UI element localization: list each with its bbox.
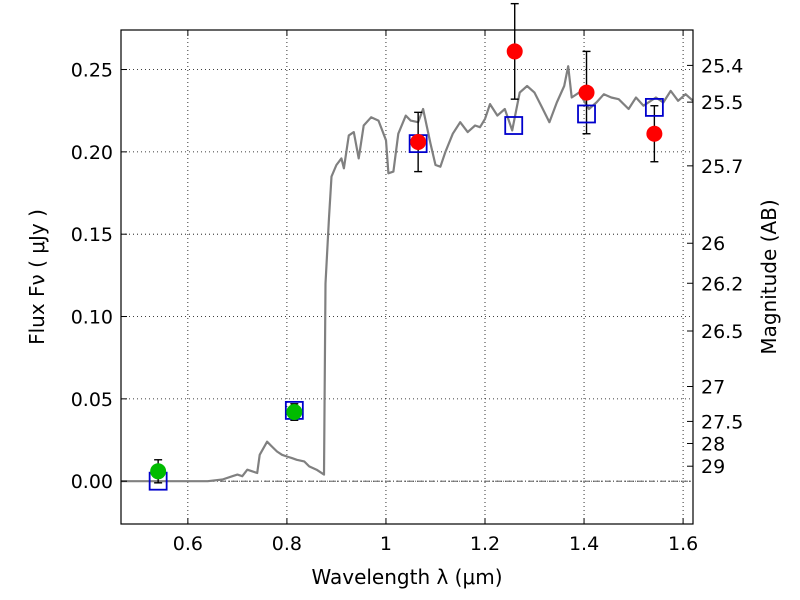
observed-point	[410, 133, 427, 150]
y-tick-label: 0.00	[71, 471, 113, 493]
model-photometry-square	[504, 116, 524, 135]
y-axis-label: Flux Fν ( μJy )	[25, 209, 49, 345]
magnitude-tick-label: 25.7	[701, 156, 743, 178]
x-tick-label: 0.8	[272, 533, 302, 555]
magnitude-tick-label: 25.4	[701, 55, 743, 77]
model-photometry-square	[644, 97, 664, 117]
observed-point	[506, 43, 523, 60]
axis-ticks: 0.6 0.8 1 1.2 1.4 1.6 0.00 0.05 0.10 0.15 0.20 0.25…	[71, 30, 743, 555]
error-bars	[154, 2, 659, 484]
data-markers	[148, 43, 664, 491]
observed-point	[286, 404, 303, 421]
plot-frame	[120, 29, 694, 525]
magnitude-tick-label: 28	[701, 433, 725, 455]
x-tick-label: 1.4	[569, 533, 599, 555]
observed-point	[578, 84, 595, 101]
model-spectrum-series	[121, 65, 694, 483]
x-tick-label: 1	[380, 533, 392, 555]
magnitude-tick-label: 25.5	[701, 92, 743, 114]
magnitude-tick-label: 26	[701, 233, 725, 255]
model-photometry-square	[577, 104, 596, 124]
grid-lines	[121, 30, 693, 524]
x-tick-label: 1.6	[668, 533, 698, 555]
magnitude-tick-label: 27.5	[701, 411, 743, 433]
magnitude-tick-label: 26.5	[701, 321, 743, 343]
x-tick-label: 0.6	[173, 533, 203, 555]
x-axis-label: Wavelength λ (μm)	[311, 565, 502, 589]
y-tick-label: 0.15	[71, 224, 113, 246]
x-tick-label: 1.2	[470, 533, 500, 555]
y-tick-label: 0.20	[71, 142, 113, 164]
y-tick-label: 0.10	[71, 307, 113, 329]
spectrum-line	[121, 65, 694, 483]
magnitude-tick-label: 29	[701, 456, 725, 478]
magnitude-tick-label: 27	[701, 377, 725, 399]
y2-axis-label: Magnitude (AB)	[757, 199, 781, 354]
y-tick-label: 0.25	[71, 60, 113, 82]
magnitude-tick-label: 26.2	[701, 273, 743, 295]
observed-point	[150, 463, 167, 480]
y-tick-label: 0.05	[71, 389, 113, 411]
observed-point	[646, 125, 663, 142]
